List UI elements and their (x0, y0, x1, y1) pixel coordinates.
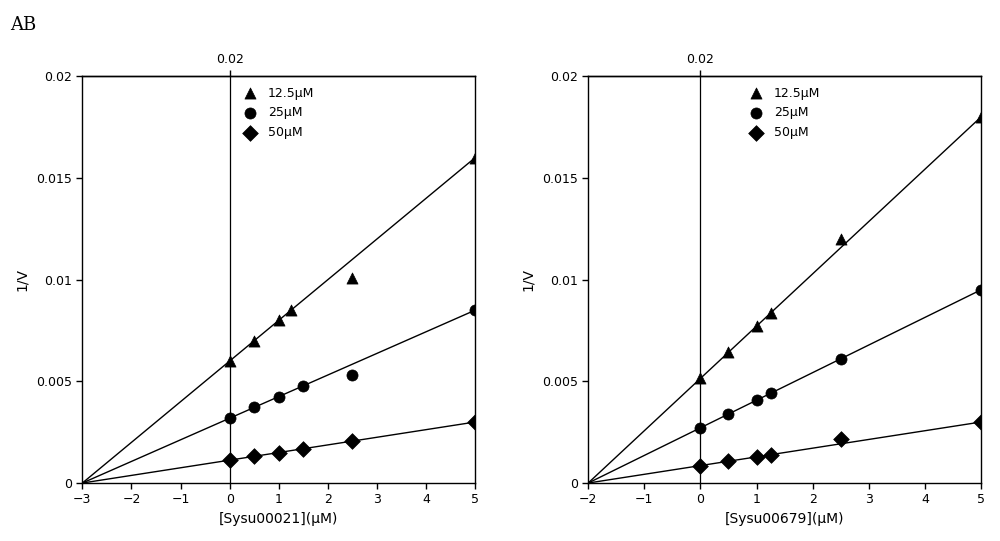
X-axis label: [Sysu00021](μM): [Sysu00021](μM) (219, 512, 338, 526)
25μM (467, 306, 483, 314)
25μM (973, 286, 989, 294)
50μM (692, 461, 708, 470)
Y-axis label: 1/V: 1/V (15, 268, 29, 291)
Y-axis label: 1/V: 1/V (521, 268, 535, 291)
Text: AB: AB (10, 16, 36, 34)
Legend: 12.5μM, 25μM, 50μM: 12.5μM, 25μM, 50μM (238, 87, 314, 140)
25μM (692, 424, 708, 432)
12.5μM (833, 235, 849, 243)
25μM (246, 403, 262, 412)
12.5μM (283, 306, 299, 314)
X-axis label: [Sysu00679](μM): [Sysu00679](μM) (725, 512, 844, 526)
12.5μM (222, 357, 238, 365)
12.5μM (763, 309, 779, 318)
50μM (344, 437, 360, 445)
25μM (344, 371, 360, 379)
12.5μM (467, 153, 483, 162)
25μM (833, 354, 849, 363)
50μM (295, 444, 311, 453)
50μM (833, 435, 849, 444)
50μM (720, 457, 736, 466)
Legend: 12.5μM, 25μM, 50μM: 12.5μM, 25μM, 50μM (744, 87, 820, 140)
50μM (973, 418, 989, 426)
25μM (763, 389, 779, 398)
25μM (749, 396, 765, 405)
50μM (246, 452, 262, 460)
25μM (271, 392, 287, 401)
50μM (271, 448, 287, 457)
50μM (467, 418, 483, 426)
12.5μM (344, 273, 360, 282)
25μM (295, 381, 311, 390)
50μM (763, 450, 779, 459)
12.5μM (246, 337, 262, 345)
25μM (222, 414, 238, 423)
12.5μM (973, 113, 989, 121)
50μM (222, 456, 238, 465)
50μM (749, 452, 765, 461)
25μM (720, 410, 736, 418)
12.5μM (692, 374, 708, 383)
12.5μM (749, 322, 765, 331)
12.5μM (271, 316, 287, 325)
12.5μM (720, 348, 736, 357)
